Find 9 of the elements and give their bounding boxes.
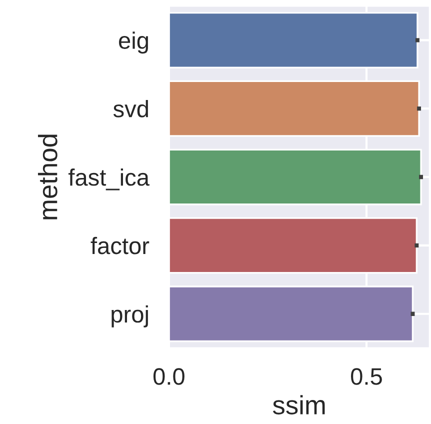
- y-tick-label: svd: [113, 100, 148, 118]
- y-tick-label: fast_ica: [68, 168, 150, 190]
- x-axis-title: ssim: [272, 395, 325, 414]
- y-tick-label: proj: [112, 305, 148, 328]
- y-axis-title: method: [38, 134, 58, 220]
- y-tick-label: factor: [90, 236, 150, 254]
- x-tick-label: 0.5: [351, 368, 382, 385]
- x-tick-label: 0.0: [153, 368, 184, 385]
- y-tick-label: eig: [119, 32, 148, 54]
